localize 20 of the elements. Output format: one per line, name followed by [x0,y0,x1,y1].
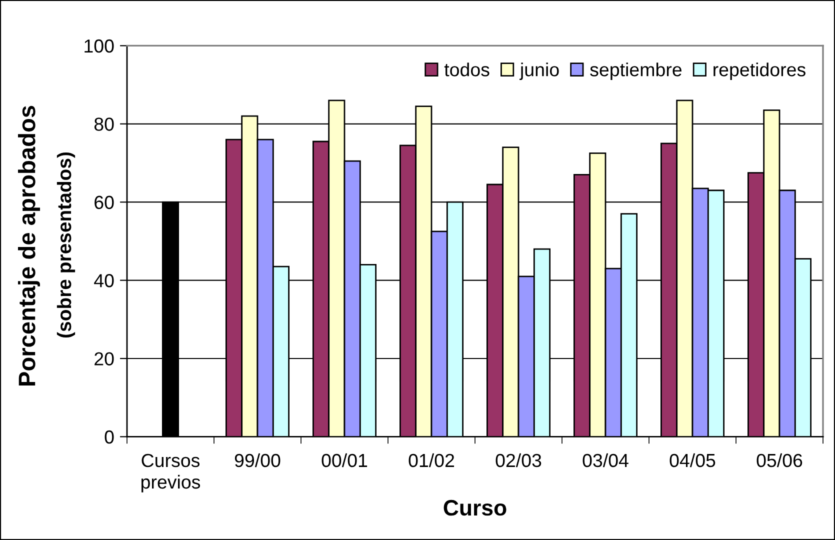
x-tick-label: 04/05 [670,453,716,468]
x-tick-label: Cursos previos [141,454,200,492]
y-tick-label: 60 [94,196,114,210]
y-tick-label: 40 [94,274,114,288]
x-tick-label: 02/03 [496,453,542,468]
x-tick-label: 01/02 [408,453,454,468]
y-axis-title: Porcentaje de aprobados (sobre presentados) [18,106,76,386]
legend-label: repetidores [714,62,806,80]
x-tick-label: 00/01 [322,453,368,468]
legend-label: junio [520,62,559,80]
x-tick-label: 03/04 [582,453,628,468]
x-tick-label: 99/00 [234,453,280,468]
y-tick-label: 20 [94,352,114,366]
legend-label: todos [444,62,490,76]
x-tick-label: 05/06 [756,453,802,468]
legend-label: septiembre [590,62,682,80]
y-tick-label: 80 [94,118,114,131]
y-tick-label: 100 [84,39,114,53]
x-axis-title: Curso [444,500,506,516]
y-tick-label: 0 [104,430,114,444]
